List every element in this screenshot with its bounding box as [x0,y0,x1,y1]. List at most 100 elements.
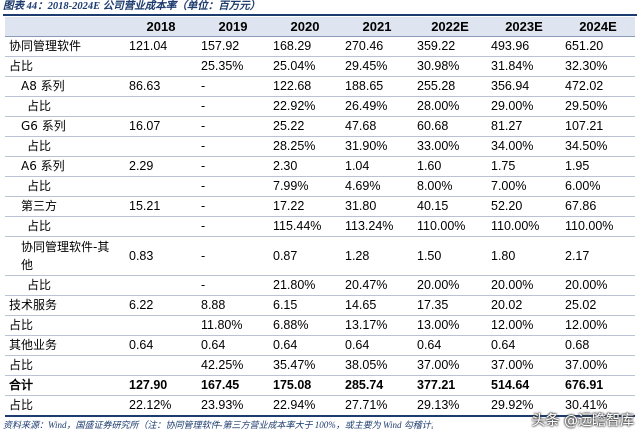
row-label: 占比 [5,395,125,417]
row-label: 技术服务 [5,295,125,316]
value-cell: 270.46 [341,36,413,57]
row-label: 第三方 [5,196,125,217]
value-cell: 157.92 [197,36,269,57]
value-cell: 2.30 [269,156,341,177]
value-cell: 0.87 [269,236,341,276]
value-cell: 167.45 [197,375,269,396]
value-cell: 37.00% [413,355,487,376]
row-label: 占比 [5,355,125,376]
value-cell: 0.68 [561,335,635,356]
value-cell: 27.71% [341,395,413,417]
value-cell: 1.50 [413,236,487,276]
value-cell: 110.00% [487,216,561,237]
value-cell: 29.50% [561,96,635,117]
value-cell: 40.15 [413,196,487,217]
value-cell: 60.68 [413,116,487,137]
value-cell: 17.35 [413,295,487,316]
value-cell: 168.29 [269,36,341,57]
value-cell: 13.17% [341,315,413,336]
table-row: 占比 -21.80% 20.47% 20.00% 20.00% 20.00% [5,275,635,296]
value-cell: - [197,76,269,97]
header-cell: 2024E [561,17,635,37]
value-cell: - [197,176,269,197]
value-cell: - [197,236,269,276]
value-cell: 2.29 [125,156,197,177]
row-label: 占比 [5,216,125,237]
value-cell: 1.80 [487,236,561,276]
header-cell: 2021 [341,17,413,37]
table-row: 协同管理软件 121.04 157.92 168.29 270.46 359.22 493.… [5,36,635,57]
value-cell: 31.90% [341,136,413,157]
value-cell [125,96,197,117]
value-cell: 8.00% [413,176,487,197]
row-label: G6 系列 [5,116,125,137]
header-cell: 2022E [413,17,487,37]
table-row: G6 系列 16.07-25.22 47.68 60.68 81.27 107.21 [5,116,635,137]
row-label: 合计 [5,375,125,396]
table-row: 占比 -22.92% 26.49% 28.00% 29.00% 29.50% [5,96,635,117]
value-cell: 17.22 [269,196,341,217]
value-cell: 110.00% [561,216,635,237]
value-cell: 14.65 [341,295,413,316]
value-cell: 2.17 [561,236,635,276]
value-cell [125,275,197,296]
value-cell: 6.00% [561,176,635,197]
value-cell: 1.60 [413,156,487,177]
value-cell: 4.69% [341,176,413,197]
value-cell: 38.05% [341,355,413,376]
value-cell: 20.00% [413,275,487,296]
value-cell: 20.00% [561,275,635,296]
row-label: 占比 [5,176,125,197]
value-cell: 47.68 [341,116,413,137]
row-label: 协同管理软件 [5,36,125,57]
value-cell: 676.91 [561,375,635,396]
value-cell: 8.88 [197,295,269,316]
row-label: 占比 [5,96,125,117]
value-cell: 188.65 [341,76,413,97]
value-cell: 6.88% [269,315,341,336]
cost-table: 2018 2019 2020 2021 2022E 2023E 2024E 协同… [5,17,635,417]
value-cell: 356.94 [487,76,561,97]
value-cell: 1.75 [487,156,561,177]
value-cell: 29.13% [413,395,487,417]
value-cell: 1.95 [561,156,635,177]
value-cell: 1.28 [341,236,413,276]
table-row: 占比 -115.44% 113.24% 110.00% 110.00% 110.00% [5,216,635,237]
value-cell: - [197,196,269,217]
table-row: 占比 42.25% 35.47% 38.05% 37.00% 37.00% 37.00% [5,355,635,376]
header-cell: 2018 [125,17,197,37]
value-cell: - [197,136,269,157]
value-cell: 25.04% [269,56,341,77]
row-label: 协同管理软件-其他 [5,236,125,276]
value-cell: 0.83 [125,236,197,276]
value-cell: 30.41% [561,395,635,417]
table-caption: 图表 44：2018-2024E 公司营业成本率（单位：百万元） [3,0,637,16]
value-cell: 12.00% [487,315,561,336]
value-cell: 0.64 [341,335,413,356]
value-cell: 34.00% [487,136,561,157]
value-cell: 255.28 [413,76,487,97]
value-cell: 22.94% [269,395,341,417]
table-row: 占比 -28.25% 31.90% 33.00% 34.00% 34.50% [5,136,635,157]
value-cell: 651.20 [561,36,635,57]
value-cell: 107.21 [561,116,635,137]
value-cell: 25.35% [197,56,269,77]
value-cell: 122.68 [269,76,341,97]
value-cell: 0.64 [413,335,487,356]
row-label: A8 系列 [5,76,125,97]
value-cell: 20.02 [487,295,561,316]
value-cell: 25.02 [561,295,635,316]
value-cell: 26.49% [341,96,413,117]
row-label: 占比 [5,56,125,77]
value-cell: - [197,116,269,137]
row-label: A6 系列 [5,156,125,177]
value-cell: 472.02 [561,76,635,97]
table-row: A8 系列 86.63-122.68 188.65 255.28 356.94 472.0… [5,76,635,97]
value-cell: 86.63 [125,76,197,97]
value-cell: 22.12% [125,395,197,417]
value-cell: 23.93% [197,395,269,417]
value-cell: 16.07 [125,116,197,137]
value-cell: - [197,156,269,177]
value-cell: 377.21 [413,375,487,396]
table-row: 其他业务 0.64 0.64 0.64 0.64 0.64 0.64 0.68 [5,335,635,356]
